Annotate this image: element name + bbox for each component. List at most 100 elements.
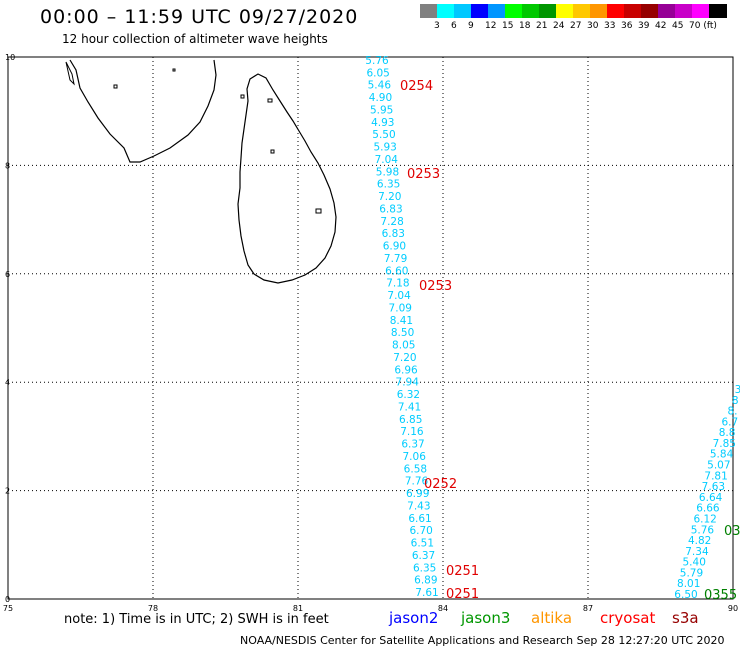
color-swatch (437, 4, 455, 18)
swh-value: 7.61 (415, 587, 438, 599)
swh-value: 7.81 (704, 470, 727, 482)
swh-value: 5.98 (376, 166, 399, 178)
satellite-legend-item: jason2 (389, 609, 439, 627)
color-swatch (641, 4, 659, 18)
swh-value: 6.37 (401, 439, 424, 451)
swh-value: 5.50 (372, 129, 395, 141)
swh-value: 6.50 (674, 589, 697, 601)
swh-value: 7.20 (393, 352, 416, 364)
swh-value: 6.96 (394, 364, 418, 376)
swh-value: 5.76 (691, 524, 715, 536)
swh-value: 7.04 (387, 290, 411, 302)
color-legend-label: 70 (ft) (689, 21, 717, 31)
color-swatch (471, 4, 489, 18)
swh-value: 7.16 (400, 426, 424, 438)
color-legend-label: 45 (672, 21, 684, 31)
swh-value: 6.64 (699, 492, 723, 504)
swh-value: 5.46 (368, 80, 392, 92)
lat-tick-label: 4 (5, 378, 10, 387)
color-legend-label: 27 (570, 21, 582, 31)
sri-lanka-coastline (237, 73, 337, 284)
swh-value: 7.06 (403, 451, 427, 463)
swh-value: 6.66 (696, 503, 720, 515)
map-frame (7, 56, 734, 600)
swh-value: 8.01 (677, 578, 700, 590)
swh-value: 5.95 (370, 104, 393, 116)
color-swatch (658, 4, 676, 18)
swh-value: 7.94 (396, 377, 420, 389)
swh-value: 4.82 (688, 535, 711, 547)
lon-tick-label: 84 (438, 604, 448, 613)
altimeter-tracks: 5.766.055.464.905.954.935.505.937.045.98… (365, 55, 740, 601)
lat-tick-label: 8 (5, 161, 10, 170)
swh-value: 6.89 (414, 575, 437, 587)
color-swatch (573, 4, 591, 18)
pass-time-label: 0251 (446, 587, 479, 602)
color-legend-label: 33 (604, 21, 616, 31)
swh-value: 8.50 (391, 327, 414, 339)
color-swatch (488, 4, 506, 18)
satellite-legend-item: altika (531, 609, 573, 627)
swh-value: 6.05 (366, 67, 389, 79)
swh-value: 6.7 (721, 416, 738, 428)
color-legend: 3 6 9 12 15 18 21 24 27 30 33 36 39 42 45 70 (ft) (420, 4, 730, 38)
lon-tick-label: 81 (293, 604, 303, 613)
lon-tick-label: 75 (3, 604, 13, 613)
color-swatch (539, 4, 557, 18)
swh-value: 5.84 (710, 449, 734, 461)
lat-tick-label: 6 (5, 270, 10, 279)
swh-value: 5.93 (373, 142, 396, 154)
swh-value: 7.34 (685, 546, 709, 558)
lon-tick-label: 90 (728, 604, 738, 613)
swh-value: 6.85 (399, 414, 422, 426)
satellite-legend-item: jason3 (461, 609, 511, 627)
color-swatch (709, 4, 727, 18)
swh-value: 6.90 (383, 241, 406, 253)
swh-value: 7.41 (398, 401, 421, 413)
pass-time-label: 0355 (704, 588, 737, 603)
swh-value: 5.79 (680, 567, 703, 579)
lon-tick-label: 87 (583, 604, 593, 613)
swh-value: 6.32 (397, 389, 420, 401)
swh-value: 7.09 (389, 302, 412, 314)
color-swatch (590, 4, 608, 18)
swh-value: 8. (728, 406, 738, 418)
color-legend-label: 3 (434, 21, 440, 31)
color-swatch (454, 4, 472, 18)
map-grid (8, 57, 733, 599)
color-legend-label: 18 (519, 21, 531, 31)
color-swatch (505, 4, 523, 18)
swh-value: 8.41 (390, 315, 413, 327)
satellite-legend-item: s3a (672, 609, 699, 627)
color-swatch (522, 4, 540, 18)
swh-value: 7.28 (380, 216, 403, 228)
color-legend-label: 36 (621, 21, 633, 31)
islands (113, 68, 322, 214)
color-legend-label: 6 (451, 21, 457, 31)
pass-time-label: 0251 (446, 564, 479, 579)
swh-value: 7.63 (702, 481, 725, 493)
pass-time-labels: 0254 0253 0253 0252 0251 0251 03 0355 (400, 79, 740, 603)
swh-value: 6.12 (693, 513, 716, 525)
color-swatch (607, 4, 625, 18)
swh-value: 6.99 (406, 488, 429, 500)
color-legend-label: 9 (468, 21, 474, 31)
swh-value: 4.90 (369, 92, 392, 104)
swh-value: 7.04 (375, 154, 399, 166)
color-legend-label: 24 (553, 21, 565, 31)
color-legend-label: 42 (655, 21, 667, 31)
page-title: 00:00 – 11:59 UTC 09/27/2020 (40, 6, 359, 28)
color-swatch (624, 4, 642, 18)
color-legend-label: 39 (638, 21, 650, 31)
lat-tick-label: 0 (5, 595, 10, 604)
lat-tick-label: 2 (5, 487, 10, 496)
swh-value: 7.79 (384, 253, 407, 265)
pass-time-label: 0253 (419, 279, 452, 294)
swh-value: 6.70 (409, 525, 432, 537)
swh-value: 7.18 (386, 278, 409, 290)
swh-value: 5.40 (683, 557, 706, 569)
swh-value: 8 (732, 395, 739, 407)
color-legend-label: 15 (502, 21, 514, 31)
color-swatch (675, 4, 693, 18)
